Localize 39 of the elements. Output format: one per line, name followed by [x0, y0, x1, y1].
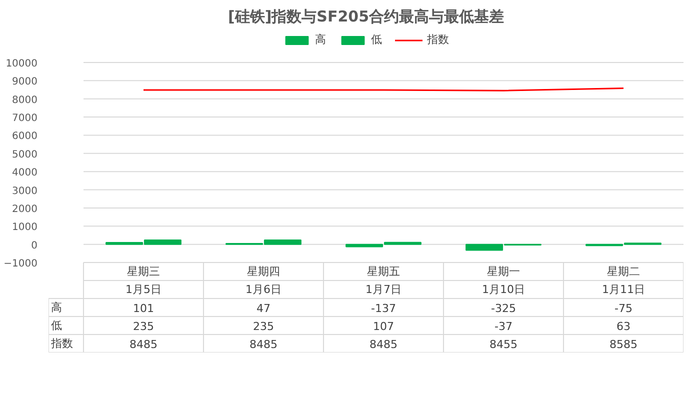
- y-tick-label: 5000: [12, 149, 38, 160]
- y-tick-label: −1000: [4, 258, 38, 270]
- data-label: 47: [256, 302, 270, 315]
- y-tick-label: 8000: [12, 94, 38, 106]
- x-tick-label: 星期三 1月5日: [126, 265, 162, 296]
- data-label: 8585: [610, 338, 638, 351]
- text: 低: [50, 319, 62, 332]
- data-label: 107: [373, 320, 394, 333]
- legend-label: 低: [371, 32, 383, 47]
- data-label: 8485: [130, 338, 158, 351]
- text: 高: [50, 301, 62, 314]
- data-label: 8485: [250, 338, 278, 351]
- data-label: -75: [614, 302, 632, 315]
- data-label: 63: [616, 320, 630, 333]
- data-label: 235: [253, 320, 274, 333]
- legend-label: 高: [315, 32, 327, 47]
- x-tick-label: 星期五 1月7日: [366, 265, 402, 296]
- y-tick-label: 7000: [12, 113, 38, 124]
- y-tick-label: 1000: [12, 222, 38, 234]
- y-tick-label: 9000: [12, 76, 38, 88]
- data-label: -325: [491, 302, 516, 315]
- data-label: 101: [133, 302, 154, 315]
- y-tick-label: 0: [31, 240, 38, 252]
- x-tick-label: 星期一 1月10日: [482, 265, 525, 296]
- data-label: 235: [133, 320, 154, 333]
- chart-title: [硅铁]指数与SF205合约最高与最低基差: [228, 8, 504, 26]
- x-tick-label: 星期四 1月6日: [246, 265, 282, 296]
- y-tick-label: 10000: [6, 58, 38, 70]
- y-tick-label: 3000: [12, 186, 38, 197]
- y-tick-label: 6000: [12, 131, 38, 142]
- data-label: 8455: [490, 338, 518, 351]
- data-label: 8485: [370, 338, 398, 351]
- y-tick-label: 4000: [12, 168, 38, 179]
- legend-label: 指数: [427, 32, 449, 47]
- data-label: -37: [494, 320, 512, 333]
- y-tick-label: 2000: [12, 204, 38, 215]
- data-label: -137: [371, 302, 396, 315]
- text: 指数: [50, 337, 73, 350]
- x-tick-label: 星期二 1月11日: [602, 265, 645, 296]
